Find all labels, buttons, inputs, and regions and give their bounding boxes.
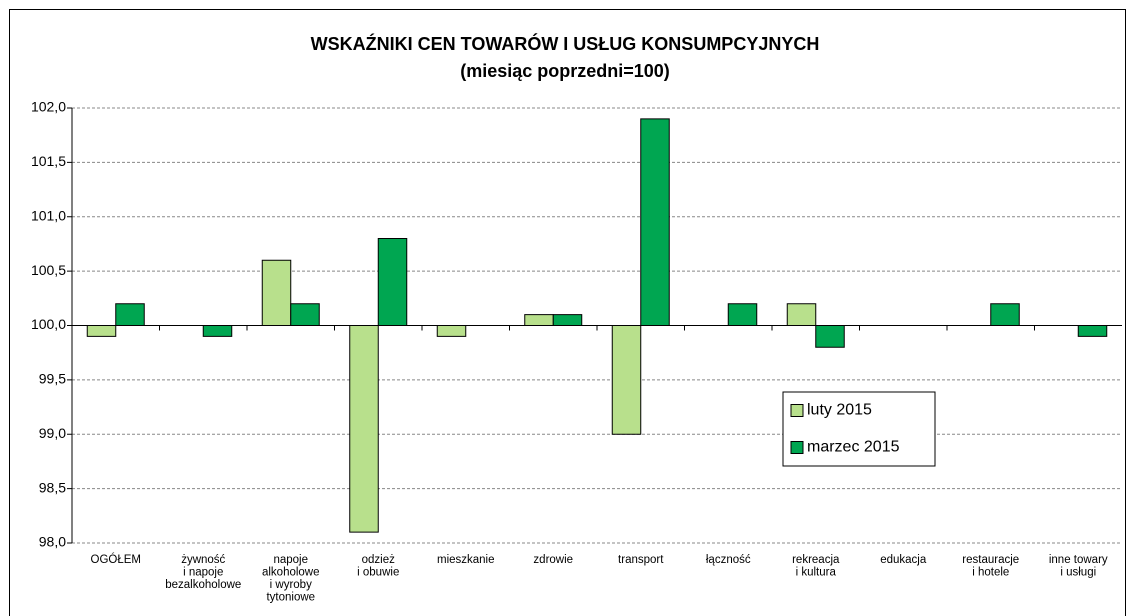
y-tick-label: 99,5 [39,371,66,387]
y-tick-label: 102,0 [31,99,66,115]
y-tick-label: 101,5 [31,153,66,169]
x-tick-label: zdrowie [533,554,573,566]
legend-label: marzec 2015 [807,439,900,456]
bar [611,325,642,435]
bar [377,238,408,326]
legend-box [782,391,936,467]
x-tick-label: mieszkanie [437,554,495,566]
bar [524,314,554,326]
x-tick-label: inne towary i usługi [1049,554,1108,579]
legend-swatch [790,441,804,454]
bar [815,325,845,348]
bar [349,325,379,533]
x-tick-label: odzież i obuwie [357,554,399,579]
x-tick-label: OGÓŁEM [91,553,141,566]
y-tick-label: 101,0 [31,207,66,223]
bar [990,303,1020,326]
x-tick-label: restauracje i hotele [962,554,1019,579]
y-tick-label: 100,0 [31,316,66,332]
bar [727,303,758,326]
chart-subtitle: (miesiąc poprzedni=100) [460,61,670,81]
legend-label: luty 2015 [807,402,872,419]
bar [290,303,320,326]
y-tick-label: 98,0 [39,534,66,550]
y-tick-label: 98,5 [39,479,66,495]
bar [115,303,145,326]
x-tick-label: transport [618,554,664,566]
bar [261,259,292,326]
y-tick-label: 99,0 [39,425,66,441]
bar [552,314,583,326]
y-tick-label: 100,5 [31,262,66,278]
bar [640,118,670,326]
x-tick-label: rekreacja i kultura [792,554,840,579]
x-tick-label: żywność i napoje bezalkoholowe [165,554,241,591]
x-tick-label: edukacja [880,554,927,566]
chart-title: WSKAŹNIKI CEN TOWARÓW I USŁUG KONSUMPCYJ… [311,33,820,54]
legend-swatch [790,404,804,417]
bar [786,303,817,326]
bar [202,325,233,337]
bar [436,325,467,337]
x-tick-label: łączność [706,554,751,566]
bar [86,325,117,337]
x-tick-label: napoje alkoholowe i wyroby tytoniowe [262,554,320,604]
bar [1077,325,1108,337]
